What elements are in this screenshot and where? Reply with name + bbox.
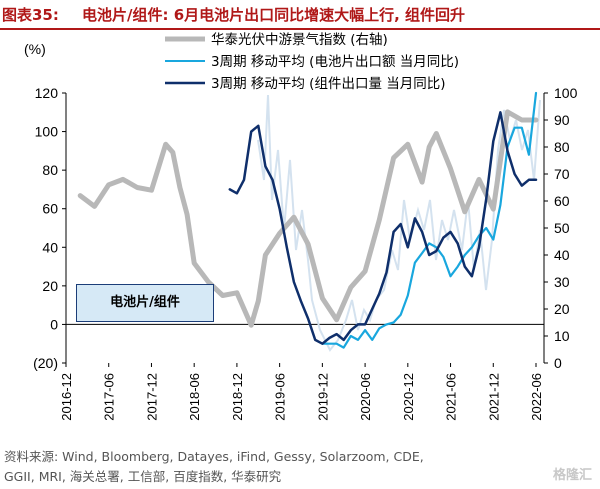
figure-label: 图表35: <box>2 6 59 24</box>
left-tick-label: 40 <box>42 239 58 255</box>
left-tick-label: 20 <box>42 278 58 294</box>
series-line-midstream-index <box>77 109 539 328</box>
right-tick-label: 40 <box>554 247 570 263</box>
legend-label: 华泰光伏中游景气指数 (右轴) <box>211 32 388 48</box>
right-tick-label: 100 <box>554 85 578 101</box>
left-tick-label: 60 <box>42 201 58 217</box>
legend-label: 3周期 移动平均 (组件出口量 当月同比) <box>211 76 446 92</box>
right-tick-label: 50 <box>554 220 570 236</box>
x-tick-label: 2019-06 <box>273 373 288 421</box>
right-tick-label: 20 <box>554 301 570 317</box>
panel-label: 电池片/组件 <box>110 295 180 310</box>
left-tick-label: (20) <box>33 355 58 371</box>
x-tick-label: 2017-06 <box>102 373 117 421</box>
left-tick-label: 100 <box>35 124 59 140</box>
left-tick-label: 80 <box>42 162 58 178</box>
x-tick-label: 2017-12 <box>144 373 159 421</box>
x-tick-label: 2018-12 <box>230 373 245 421</box>
left-axis-unit: (%) <box>24 41 46 57</box>
right-tick-label: 10 <box>554 328 570 344</box>
figure-title: 电池片/组件: 6月电池片出口同比增速大幅上行, 组件回升 <box>82 6 466 24</box>
x-tick-label: 2019-12 <box>315 373 330 421</box>
x-tick-label: 2020-06 <box>358 373 373 421</box>
x-tick-label: 2016-12 <box>59 373 74 421</box>
x-tick-label: 2022-06 <box>529 373 544 421</box>
series-line-cell-export <box>321 91 538 349</box>
x-tick-label: 2021-06 <box>444 373 459 421</box>
left-tick-label: 0 <box>50 316 58 332</box>
x-tick-label: 2021-12 <box>486 373 501 421</box>
source-line-1: 资料来源: Wind, Bloomberg, Datayes, iFind, G… <box>4 449 424 464</box>
right-tick-label: 60 <box>554 193 570 209</box>
legend: 华泰光伏中游景气指数 (右轴) 3周期 移动平均 (电池片出口额 当月同比) 3周期… <box>165 32 459 92</box>
left-tick-label: 120 <box>35 85 59 101</box>
x-tick-label: 2020-12 <box>401 373 416 421</box>
x-tick-label: 2018-06 <box>187 373 202 421</box>
figure-title-bar: 图表35: 电池片/组件: 6月电池片出口同比增速大幅上行, 组件回升 <box>0 0 600 30</box>
right-tick-label: 90 <box>554 112 570 128</box>
right-tick-label: 70 <box>554 166 570 182</box>
legend-label: 3周期 移动平均 (电池片出口额 当月同比) <box>211 54 459 70</box>
series-line-module-export <box>228 111 538 345</box>
panel-label-box: 电池片/组件 <box>76 284 214 322</box>
source-line-2: GGII, MRI, 海关总署, 工信部, 百度指数, 华泰研究 <box>4 469 282 484</box>
right-tick-label: 80 <box>554 139 570 155</box>
right-tick-label: 30 <box>554 274 570 290</box>
watermark: 格隆汇 <box>552 468 592 483</box>
right-tick-label: 0 <box>554 355 562 371</box>
